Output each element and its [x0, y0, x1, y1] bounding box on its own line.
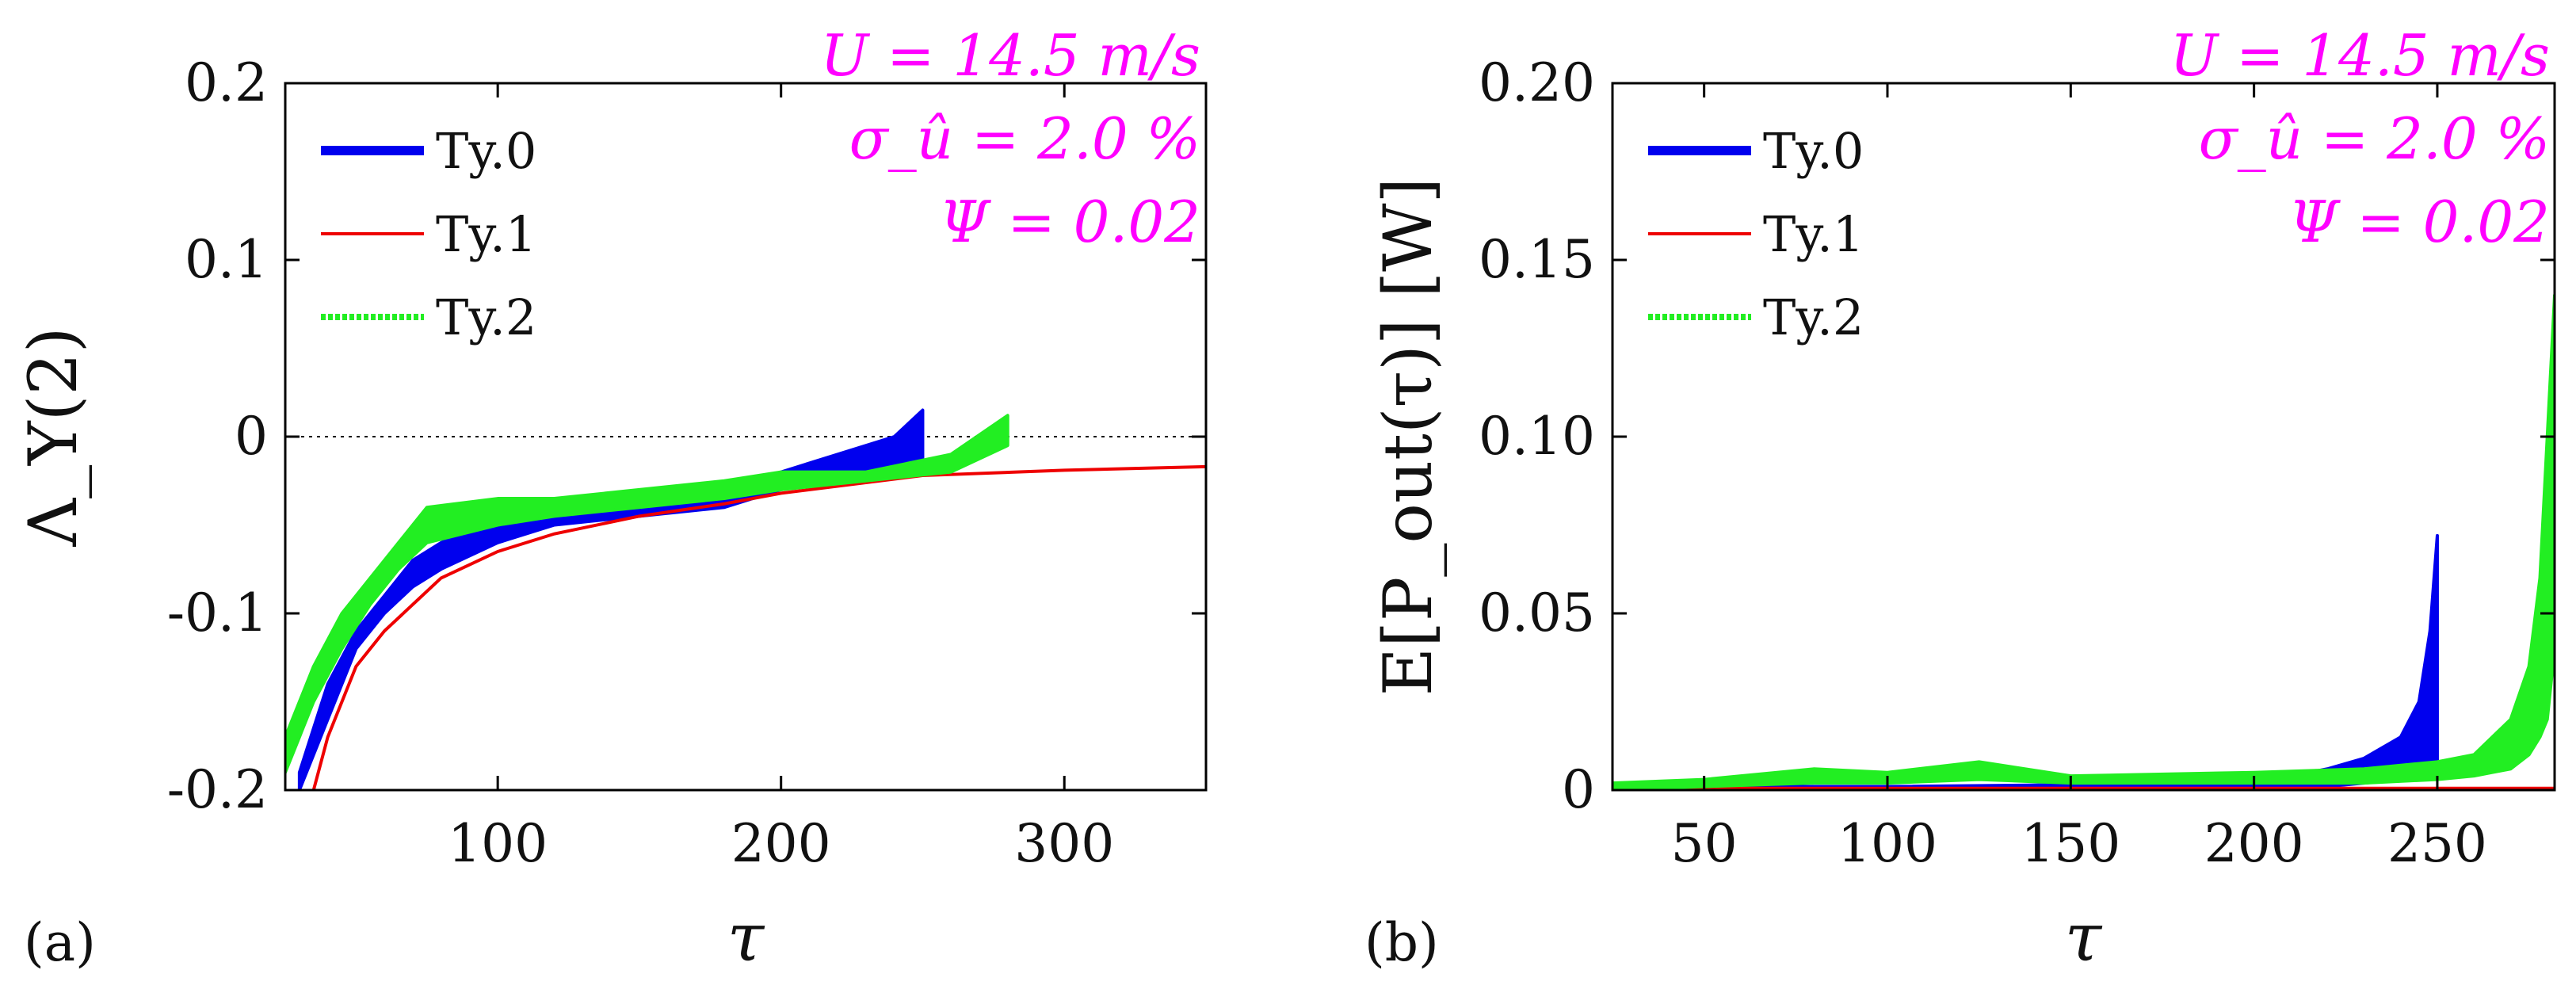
annotation-text: σ_û = 2.0 %	[2199, 105, 2550, 172]
y-axis-title: E[P_out(τ)] [W]	[1369, 178, 1447, 696]
series-ty0-band	[1612, 533, 2439, 790]
legend-label: Ty.1	[1763, 205, 1864, 263]
x-tick-label: 200	[731, 813, 831, 874]
y-tick-label: 0.1	[185, 229, 268, 290]
annotation-text: U = 14.5 m/s	[2170, 22, 2550, 89]
legend-label: Ty.0	[436, 122, 536, 180]
annotation-text: Ψ = 0.02	[939, 189, 1200, 255]
legend-label: Ty.1	[436, 205, 536, 263]
y-tick-label: 0	[235, 406, 268, 467]
x-tick-label: 100	[448, 813, 548, 874]
series-ty2-band	[1612, 293, 2555, 790]
x-tick-label: 300	[1014, 813, 1114, 874]
x-tick-label: 100	[1838, 813, 1937, 874]
panel-b: 50 100 150 200 250 0 0.05 0.10 0.15 0.20 τ E[P_out(…	[1364, 22, 2556, 976]
y-tick-label: 0.05	[1479, 582, 1595, 643]
y-tick-label: 0.10	[1479, 406, 1595, 467]
legend-label: Ty.2	[1763, 288, 1864, 346]
y-tick-label: 0	[1562, 759, 1595, 820]
annotation-text: σ_û = 2.0 %	[849, 105, 1200, 172]
y-tick-label: -0.1	[167, 582, 268, 643]
x-axis-title: τ	[2065, 899, 2103, 976]
y-axis-title: Λ_Υ(2)	[14, 326, 92, 547]
y-tick-label: 0.15	[1479, 229, 1595, 290]
panel-label: (b)	[1364, 912, 1439, 973]
annotation-text: U = 14.5 m/s	[821, 22, 1200, 89]
legend-label: Ty.0	[1763, 122, 1864, 180]
series-ty2-band	[285, 414, 1009, 774]
series-ty0-band	[297, 408, 925, 790]
x-tick-label: 250	[2387, 813, 2487, 874]
plot-area	[285, 408, 1206, 790]
x-tick-label: 200	[2204, 813, 2304, 874]
y-tick-label: -0.2	[167, 759, 268, 820]
legend-label: Ty.2	[436, 288, 536, 346]
annotation-text: Ψ = 0.02	[2288, 189, 2550, 255]
y-tick-label: 0.20	[1479, 52, 1595, 113]
x-axis-title: τ	[727, 899, 765, 976]
x-tick-label: 150	[2021, 813, 2120, 874]
plot-area	[1612, 293, 2555, 790]
panel-a: 100 200 300 -0.2 -0.1 0 0.1 0.2 τ Λ_Υ(2) (a) Ty.0 Ty…	[14, 22, 1208, 976]
y-tick-label: 0.2	[185, 52, 268, 113]
panel-label: (a)	[24, 912, 96, 973]
x-tick-label: 50	[1671, 813, 1738, 874]
